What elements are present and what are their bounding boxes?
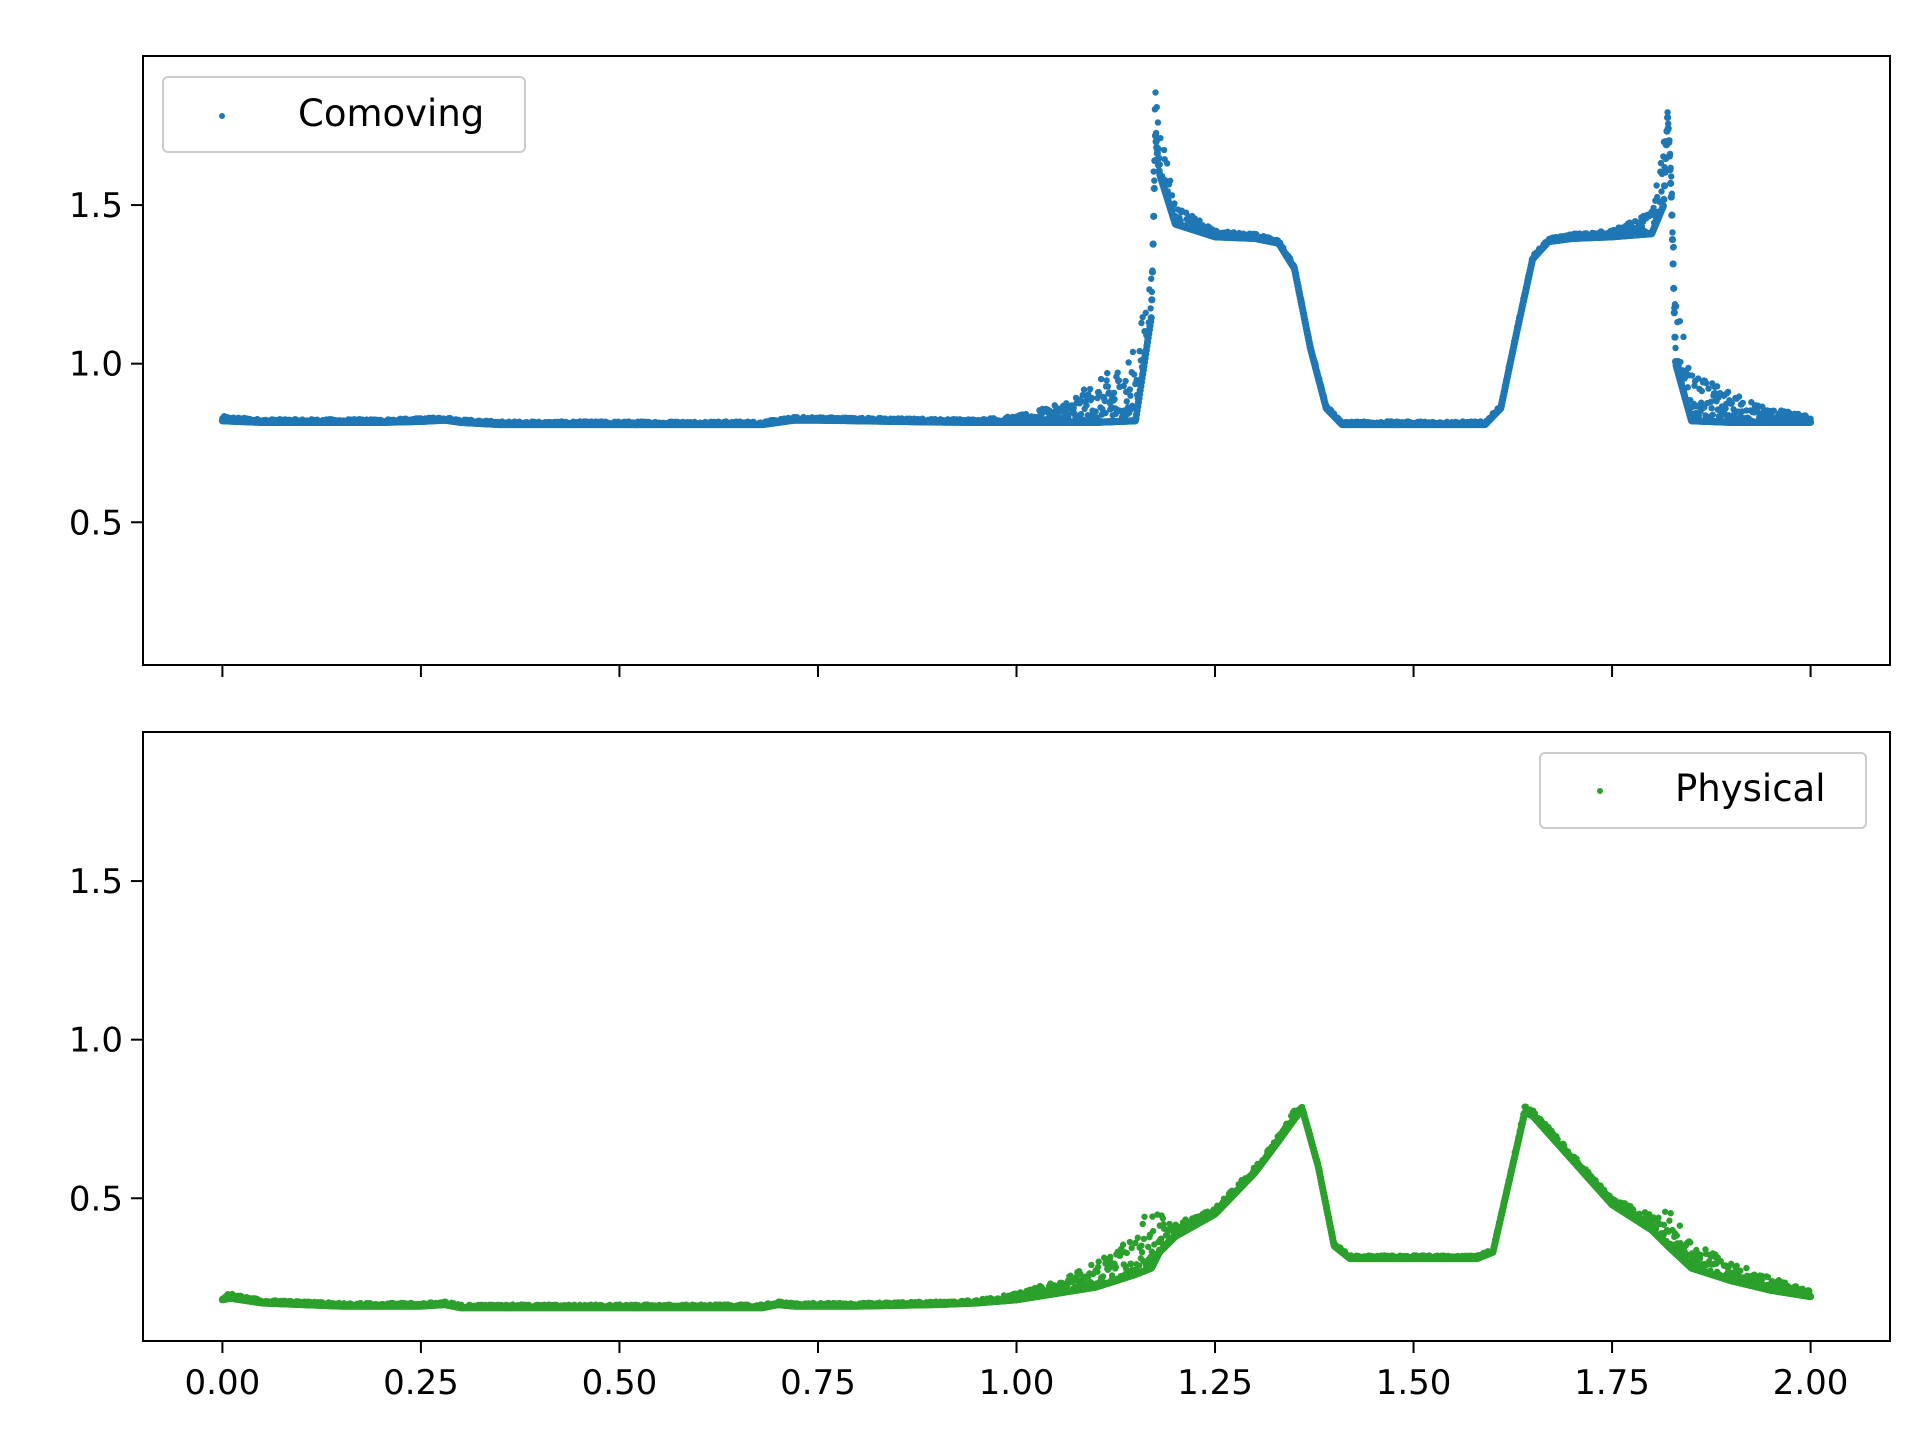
comoving-data-point xyxy=(1724,388,1732,396)
comoving-data-point xyxy=(1150,184,1158,193)
comoving-data-point xyxy=(1770,407,1778,414)
comoving-data-point xyxy=(1163,160,1171,167)
comoving-data-point xyxy=(1148,275,1155,282)
comoving-data-point xyxy=(1668,173,1675,180)
comoving-data-point xyxy=(1668,235,1677,244)
comoving-data-point xyxy=(1664,125,1672,133)
comoving-data-point xyxy=(1148,296,1156,304)
comoving-data-point xyxy=(1666,166,1674,174)
comoving-panel: 0.51.01.5 Comoving xyxy=(69,55,1891,677)
comoving-data-point xyxy=(1101,397,1109,405)
comoving-data-point xyxy=(1659,202,1667,210)
comoving-data-point xyxy=(1698,387,1706,395)
comoving-data-point xyxy=(1111,396,1118,403)
comoving-data-point xyxy=(1667,193,1675,201)
comoving-data-point xyxy=(1151,177,1158,184)
comoving-data-point xyxy=(1153,103,1160,111)
comoving-data-point xyxy=(1708,405,1715,412)
comoving-data-point xyxy=(1097,375,1105,383)
comoving-data-point xyxy=(1122,377,1129,385)
comoving-data-point xyxy=(1667,179,1675,187)
comoving-data-point xyxy=(1196,217,1203,224)
comoving-data-point xyxy=(1130,371,1138,378)
comoving-data-point xyxy=(1665,138,1673,146)
comoving-data-point xyxy=(1083,402,1090,409)
comoving-data-point xyxy=(1160,146,1168,154)
comoving-data-point xyxy=(1664,113,1672,122)
comoving-data-point xyxy=(1152,89,1159,96)
comoving-data-point xyxy=(1166,177,1174,184)
comoving-data-point xyxy=(1672,344,1679,352)
comoving-data-point xyxy=(1150,212,1158,220)
comoving-data-point xyxy=(1672,303,1680,310)
comoving-data-point xyxy=(1104,369,1111,377)
comoving-data-point xyxy=(1148,268,1157,276)
comoving-data-point xyxy=(1120,382,1127,390)
comoving-data-point xyxy=(1653,182,1660,189)
comoving-data-point xyxy=(1088,394,1096,402)
comoving-data-point xyxy=(1102,409,1109,417)
comoving-data-point xyxy=(1665,152,1674,160)
comoving-data-point xyxy=(1713,383,1721,390)
comoving-data-point xyxy=(1676,317,1684,325)
comoving-data-point xyxy=(1129,348,1137,356)
comoving-data-point xyxy=(1670,309,1678,317)
comoving-data-point xyxy=(1142,309,1149,317)
comoving-points xyxy=(218,89,1815,429)
comoving-data-point xyxy=(1705,385,1712,392)
comoving-data-point xyxy=(1127,392,1134,399)
comoving-data-point xyxy=(1668,211,1676,219)
comoving-data-point xyxy=(1669,260,1677,268)
comoving-data-point xyxy=(1154,119,1162,126)
comoving-data-point xyxy=(1077,410,1085,418)
comoving-data-point xyxy=(1126,386,1134,393)
comoving-data-point xyxy=(1070,404,1077,412)
comoving-data-point xyxy=(1147,314,1155,322)
comoving-data-point xyxy=(1670,243,1677,251)
comoving-data-point xyxy=(1702,379,1710,387)
comoving-data-point xyxy=(1671,333,1679,341)
comoving-data-point xyxy=(1114,369,1121,376)
comoving-data-point xyxy=(1065,411,1072,418)
comoving-data-point xyxy=(1660,195,1668,204)
comoving-data-point xyxy=(1669,229,1676,236)
comoving-data-point xyxy=(1086,385,1094,393)
comoving-data-point xyxy=(1103,377,1110,384)
comoving-data-point xyxy=(1680,333,1687,341)
comoving-data-point xyxy=(1709,411,1717,418)
comoving-data-point xyxy=(1104,383,1112,390)
comoving-data-point xyxy=(1670,284,1678,292)
comoving-data-point xyxy=(1092,408,1099,415)
comoving-data-point xyxy=(1735,393,1743,400)
comoving-data-point xyxy=(1125,359,1132,366)
comoving-data-point xyxy=(1148,288,1156,296)
comoving-data-point xyxy=(1080,386,1088,393)
comoving-data-point xyxy=(1688,372,1696,379)
comoving-data-point xyxy=(1150,168,1157,175)
comoving-data-point xyxy=(1739,399,1746,407)
comoving-data-point xyxy=(1138,319,1145,327)
comoving-data-point xyxy=(1147,305,1154,312)
comoving-data-point xyxy=(1149,240,1157,248)
comoving-data-point xyxy=(1123,398,1131,405)
comoving-data-point xyxy=(1685,364,1692,372)
comoving-data-point xyxy=(1110,389,1118,397)
comoving-data-point xyxy=(1115,377,1123,384)
